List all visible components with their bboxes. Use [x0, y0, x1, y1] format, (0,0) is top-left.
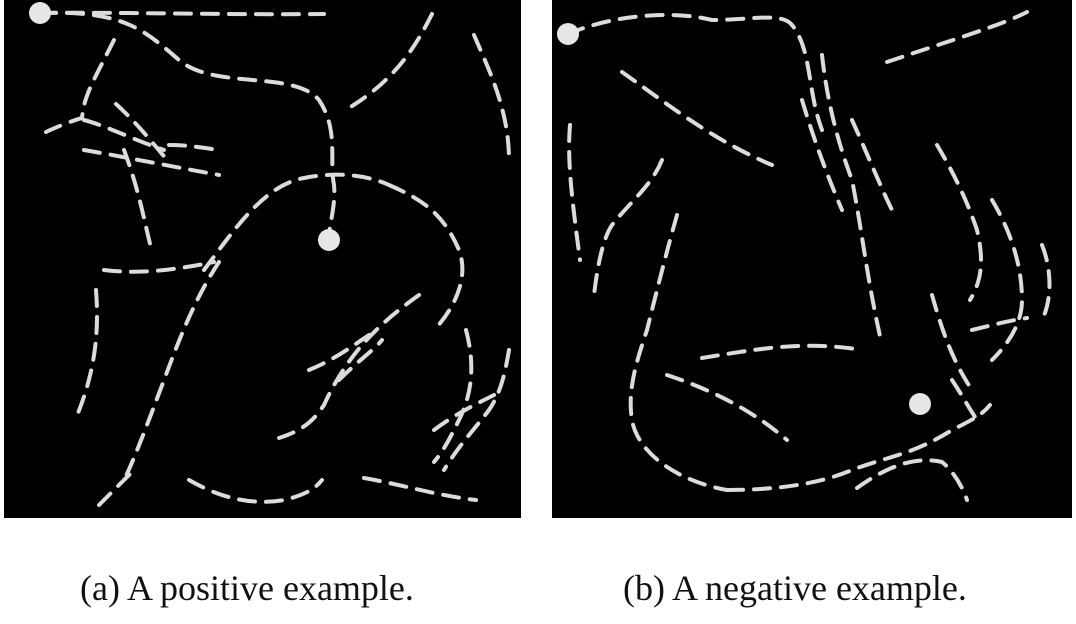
- dashed-path: [820, 53, 884, 347]
- dashed-path: [432, 328, 474, 464]
- dashed-path: [855, 458, 969, 502]
- dashed-path: [337, 338, 384, 382]
- dashed-path: [567, 123, 582, 262]
- dashed-path: [114, 102, 171, 164]
- start-marker: [557, 23, 579, 45]
- dashed-path: [362, 476, 478, 502]
- dashed-path: [725, 403, 992, 492]
- dashed-path: [950, 378, 979, 422]
- dashed-path: [44, 38, 116, 134]
- dashed-path: [277, 293, 421, 440]
- dashed-path: [187, 478, 324, 504]
- dashed-path: [432, 393, 496, 432]
- dashed-path: [566, 13, 824, 132]
- end-marker: [909, 393, 931, 415]
- dashed-path: [202, 172, 391, 272]
- dashed-path: [930, 293, 974, 392]
- dashed-path: [97, 468, 136, 507]
- dashed-curves-positive: [29, 2, 511, 507]
- dashed-path: [82, 118, 166, 152]
- dashed-path: [935, 143, 983, 302]
- caption-positive-example: (a) A positive example.: [80, 568, 414, 608]
- dashed-path: [970, 316, 1029, 332]
- panel-positive-example: [4, 0, 521, 518]
- dashed-path: [800, 98, 844, 212]
- panel-negative-example: [552, 0, 1072, 518]
- dashed-path: [122, 148, 154, 254]
- dashed-path: [1040, 243, 1052, 322]
- dashed-path: [885, 10, 1029, 64]
- dashed-path: [102, 260, 216, 274]
- dashed-path: [122, 260, 221, 482]
- dashed-path: [592, 158, 664, 297]
- dashed-path: [82, 148, 221, 177]
- dashed-path: [628, 213, 729, 492]
- dashed-path: [38, 10, 337, 240]
- start-marker: [29, 2, 51, 24]
- dashed-path: [387, 183, 465, 332]
- end-marker: [318, 229, 340, 251]
- dashed-path: [167, 143, 221, 152]
- dashed-path: [347, 12, 434, 110]
- dashed-path: [442, 348, 511, 472]
- dashed-path: [700, 343, 864, 360]
- caption-negative-example: (b) A negative example.: [623, 568, 967, 608]
- dashed-path: [850, 118, 894, 212]
- dashed-curves-negative: [557, 10, 1052, 502]
- dashed-path: [665, 373, 789, 442]
- dashed-path: [472, 33, 511, 162]
- dashed-path: [307, 333, 371, 372]
- dashed-path: [620, 70, 774, 167]
- dashed-path: [990, 198, 1025, 362]
- dashed-path: [74, 288, 99, 420]
